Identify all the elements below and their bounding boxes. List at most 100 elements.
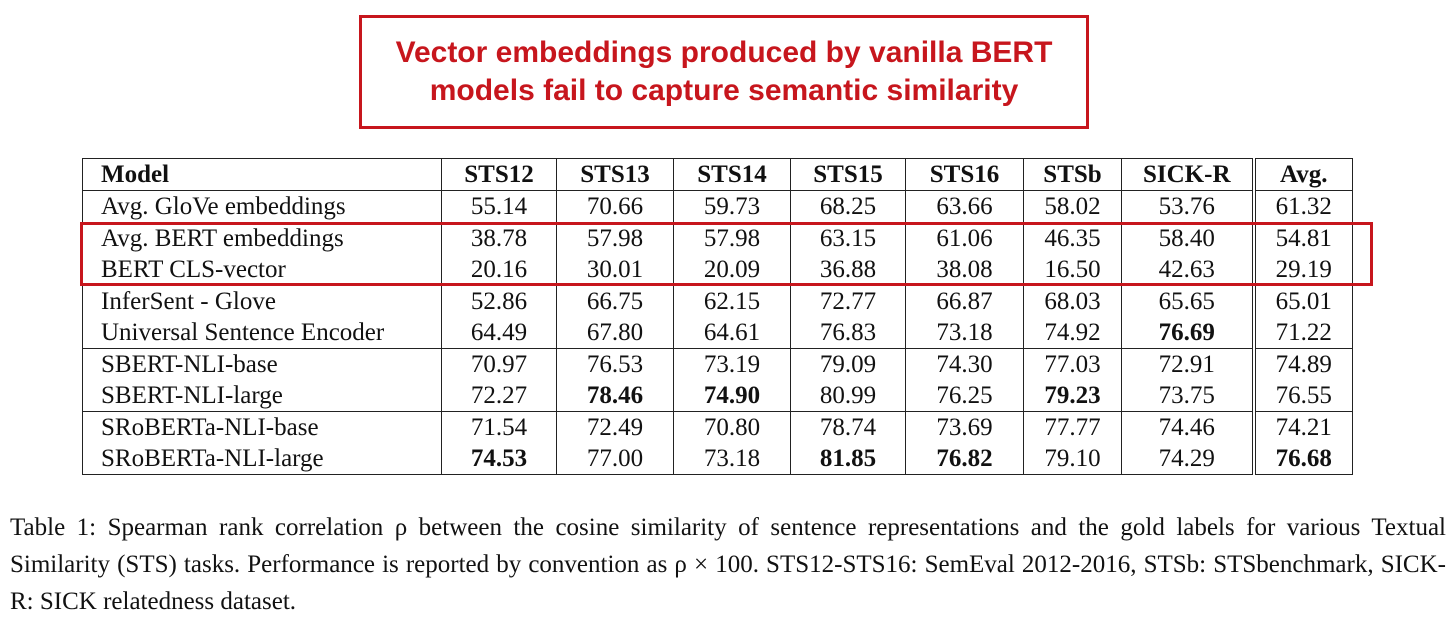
score-cell: 80.99 [790,380,906,412]
model-name-cell: InferSent - Glove [82,285,442,317]
annotation-callout: Vector embeddings produced by vanilla BE… [359,15,1089,129]
table-body: Avg. GloVe embeddings 55.14 70.66 59.73 68.2… [82,190,1353,475]
score-cell: 20.09 [673,254,791,286]
table-row: SRoBERTa-NLI-large 74.53 77.00 73.18 81.85 76… [82,443,1353,475]
header-sts16: STS16 [905,158,1024,191]
score-cell: 77.03 [1023,348,1122,380]
score-cell: 81.85 [790,443,906,475]
score-cell: 61.06 [905,222,1024,254]
header-model: Model [82,158,442,191]
score-cell: 46.35 [1023,222,1122,254]
score-cell: 72.91 [1121,348,1254,380]
score-cell: 30.01 [556,254,674,286]
table-row: BERT CLS-vector 20.16 30.01 20.09 36.88 38.08… [82,254,1353,286]
score-cell: 73.69 [905,411,1024,443]
score-cell: 70.66 [556,190,674,223]
score-cell: 57.98 [673,222,791,254]
score-cell: 58.40 [1121,222,1254,254]
table-row: Avg. GloVe embeddings 55.14 70.66 59.73 68.2… [82,190,1353,223]
score-cell: 42.63 [1121,254,1254,286]
score-cell: 54.81 [1251,222,1353,254]
score-cell: 76.68 [1251,443,1353,475]
score-cell: 73.19 [673,348,791,380]
score-cell: 36.88 [790,254,906,286]
score-cell: 74.46 [1121,411,1254,443]
score-cell: 79.23 [1023,380,1122,412]
table-row: SBERT-NLI-large 72.27 78.46 74.90 80.99 76.25… [82,380,1353,412]
header-sts12: STS12 [441,158,557,191]
score-cell: 52.86 [441,285,557,317]
results-table: Model STS12 STS13 STS14 STS15 STS16 STSb… [82,158,1353,475]
table-row: InferSent - Glove 52.86 66.75 62.15 72.77 66.… [82,285,1353,317]
score-cell: 76.55 [1251,380,1353,412]
score-cell: 72.27 [441,380,557,412]
score-cell: 74.21 [1251,411,1353,443]
model-name-cell: Avg. BERT embeddings [82,222,442,254]
score-cell: 73.75 [1121,380,1254,412]
score-cell: 29.19 [1251,254,1353,286]
score-cell: 66.75 [556,285,674,317]
table-row: SRoBERTa-NLI-base 71.54 72.49 70.80 78.74 73.… [82,411,1353,443]
table-row: Universal Sentence Encoder 64.49 67.80 64.6… [82,317,1353,349]
score-cell: 73.18 [673,443,791,475]
score-cell: 76.69 [1121,317,1254,349]
score-cell: 74.30 [905,348,1024,380]
score-cell: 77.00 [556,443,674,475]
score-cell: 57.98 [556,222,674,254]
model-name-cell: SRoBERTa-NLI-large [82,443,442,475]
score-cell: 74.53 [441,443,557,475]
model-name-cell: SBERT-NLI-large [82,380,442,412]
score-cell: 76.82 [905,443,1024,475]
score-cell: 68.03 [1023,285,1122,317]
score-cell: 70.80 [673,411,791,443]
score-cell: 16.50 [1023,254,1122,286]
header-sts15: STS15 [790,158,906,191]
score-cell: 71.54 [441,411,557,443]
score-cell: 64.49 [441,317,557,349]
score-cell: 74.90 [673,380,791,412]
score-cell: 71.22 [1251,317,1353,349]
score-cell: 53.76 [1121,190,1254,223]
score-cell: 62.15 [673,285,791,317]
table-caption: Table 1: Spearman rank correlation ρ bet… [10,514,1446,615]
score-cell: 79.10 [1023,443,1122,475]
model-name-cell: SBERT-NLI-base [82,348,442,380]
score-cell: 20.16 [441,254,557,286]
score-cell: 74.29 [1121,443,1254,475]
score-cell: 65.01 [1251,285,1353,317]
score-cell: 65.65 [1121,285,1254,317]
score-cell: 61.32 [1251,190,1353,223]
score-cell: 64.61 [673,317,791,349]
callout-text: Vector embeddings produced by vanilla BE… [395,36,1053,107]
score-cell: 63.15 [790,222,906,254]
score-cell: 68.25 [790,190,906,223]
score-cell: 38.08 [905,254,1024,286]
score-cell: 72.77 [790,285,906,317]
model-name-cell: Avg. GloVe embeddings [82,190,442,223]
table-row: SBERT-NLI-base 70.97 76.53 73.19 79.09 74.30 7… [82,348,1353,380]
score-cell: 38.78 [441,222,557,254]
score-cell: 76.25 [905,380,1024,412]
table-row: Avg. BERT embeddings 38.78 57.98 57.98 63.15… [82,222,1353,254]
header-stsb: STSb [1023,158,1122,191]
score-cell: 63.66 [905,190,1024,223]
model-name-cell: Universal Sentence Encoder [82,317,442,349]
score-cell: 76.83 [790,317,906,349]
score-cell: 74.92 [1023,317,1122,349]
score-cell: 78.74 [790,411,906,443]
score-cell: 58.02 [1023,190,1122,223]
table-header-row: Model STS12 STS13 STS14 STS15 STS16 STSb… [82,158,1353,191]
header-sts13: STS13 [556,158,674,191]
header-avg: Avg. [1251,158,1353,191]
header-sts14: STS14 [673,158,791,191]
score-cell: 73.18 [905,317,1024,349]
score-cell: 66.87 [905,285,1024,317]
score-cell: 74.89 [1251,348,1353,380]
header-sick-r: SICK-R [1121,158,1254,191]
score-cell: 70.97 [441,348,557,380]
model-name-cell: SRoBERTa-NLI-base [82,411,442,443]
score-cell: 67.80 [556,317,674,349]
score-cell: 79.09 [790,348,906,380]
score-cell: 76.53 [556,348,674,380]
model-name-cell: BERT CLS-vector [82,254,442,286]
